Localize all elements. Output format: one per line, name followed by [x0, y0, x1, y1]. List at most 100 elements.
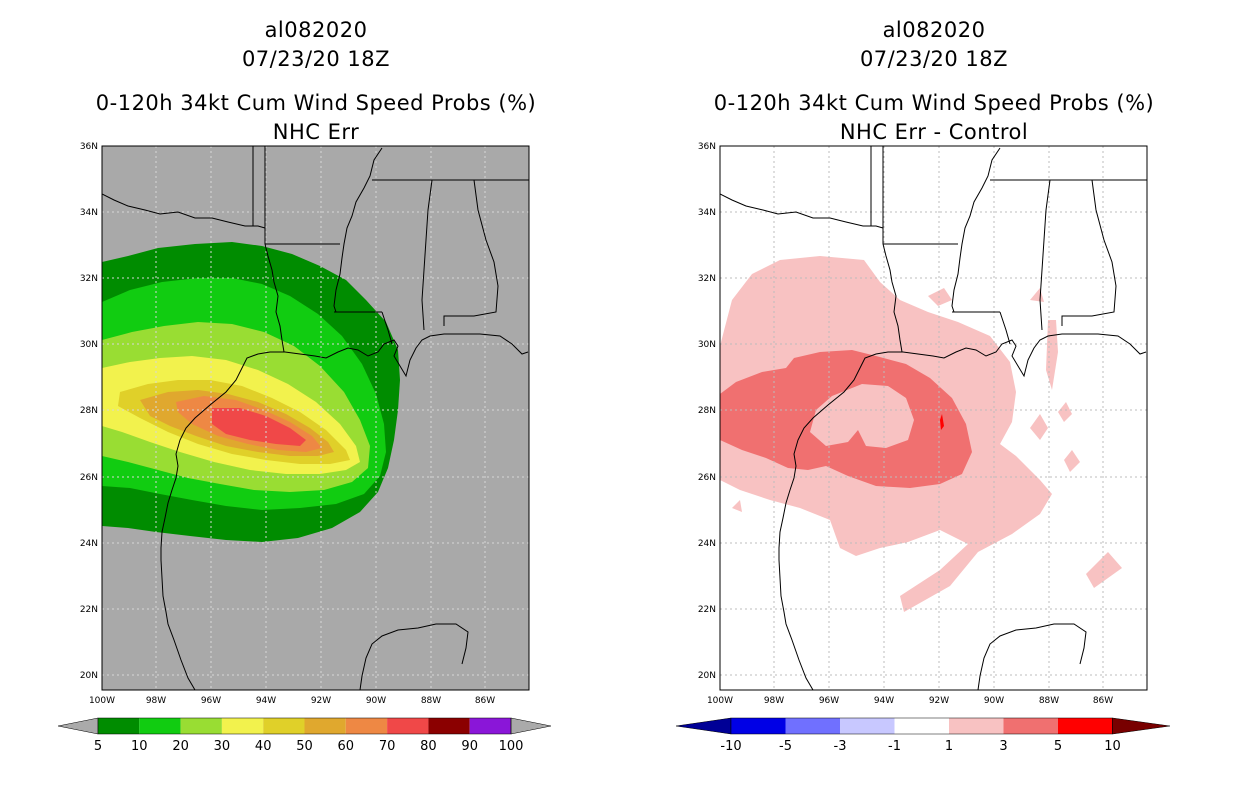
lat-label: 30N — [80, 340, 98, 350]
lon-label: 96W — [819, 696, 839, 706]
left-map-frame — [101, 145, 530, 691]
colorbar-label: 60 — [338, 739, 355, 754]
left-colorbar-low-end — [57, 717, 99, 735]
lat-label: 24N — [80, 539, 98, 549]
lon-label: 94W — [874, 696, 894, 706]
lat-label: 24N — [698, 539, 716, 549]
right-subtitle: NHC Err - Control — [839, 120, 1029, 144]
lon-label: 92W — [311, 696, 331, 706]
lat-label: 34N — [698, 208, 716, 218]
lon-label: 100W — [707, 696, 733, 706]
left-colorbar-bin — [469, 718, 511, 734]
colorbar-label: 1 — [945, 739, 953, 754]
right-colorbar-bin — [840, 718, 895, 734]
left-storm-id: al082020 — [264, 18, 368, 42]
lat-label: 36N — [80, 142, 98, 152]
lon-label: 88W — [421, 696, 441, 706]
colorbar-label: 50 — [296, 739, 313, 754]
left-colorbar-bin — [345, 718, 388, 734]
lat-label: 30N — [698, 340, 716, 350]
lat-label: 22N — [80, 605, 98, 615]
left-probability-field — [102, 242, 400, 542]
left-prob-70-contour — [212, 408, 306, 446]
colorbar-label: 40 — [255, 739, 272, 754]
right-diff-5-spot — [940, 414, 944, 430]
left-subtitle: NHC Err — [272, 120, 360, 144]
right-title: 0-120h 34kt Cum Wind Speed Probs (%) — [713, 91, 1155, 115]
left-colorbar-bin — [428, 718, 470, 734]
lat-label: 28N — [698, 406, 716, 416]
lon-label: 86W — [1093, 696, 1113, 706]
left-lat-labels: 36N 34N 32N 30N 28N 26N 24N 22N 20N — [80, 142, 98, 681]
left-colorbar: 5 10 20 30 40 50 60 70 80 90 100 — [57, 717, 552, 754]
colorbar-label: 10 — [131, 739, 148, 754]
lat-label: 22N — [698, 605, 716, 615]
left-colorbar-bin — [139, 718, 181, 734]
lat-label: 26N — [698, 473, 716, 483]
right-diff-1-blob-e — [1058, 402, 1072, 422]
left-colorbar-high-end — [510, 717, 552, 735]
colorbar-label: 90 — [461, 739, 478, 754]
right-diff-1-blob-d — [1030, 414, 1048, 440]
right-colorbar: -10 -5 -3 -1 1 3 5 10 — [675, 717, 1171, 754]
left-colorbar-bin — [98, 718, 140, 734]
left-colorbar-labels: 5 10 20 30 40 50 60 70 80 90 100 — [94, 739, 524, 754]
right-lon-labels: 100W 98W 96W 94W 92W 90W 88W 86W — [707, 696, 1113, 706]
left-colorbar-bin — [304, 718, 346, 734]
lon-label: 96W — [201, 696, 221, 706]
colorbar-label: 5 — [94, 739, 102, 754]
right-colorbar-high-end — [1112, 717, 1171, 735]
lon-label: 88W — [1039, 696, 1059, 706]
left-colorbar-bin — [387, 718, 429, 734]
lat-label: 28N — [80, 406, 98, 416]
left-colorbar-bin — [221, 718, 264, 734]
colorbar-label: 5 — [1054, 739, 1062, 754]
lon-label: 86W — [475, 696, 495, 706]
right-colorbar-low-end — [675, 717, 732, 735]
right-lat-labels: 36N 34N 32N 30N 28N 26N 24N 22N 20N — [698, 142, 716, 681]
right-diff-1-blob-g — [1086, 552, 1122, 588]
lat-label: 32N — [80, 274, 98, 284]
left-datetime: 07/23/20 18Z — [241, 47, 391, 71]
right-storm-id: al082020 — [882, 18, 986, 42]
right-colorbar-bin — [894, 718, 949, 734]
lon-label: 90W — [366, 696, 386, 706]
right-colorbar-bin — [949, 718, 1004, 734]
colorbar-label: 80 — [420, 739, 437, 754]
right-colorbar-bin — [1058, 718, 1113, 734]
left-lon-labels: 100W 98W 96W 94W 92W 90W 88W 86W — [89, 696, 495, 706]
right-diff-1-blob-h — [732, 500, 742, 512]
right-colorbar-labels: -10 -5 -3 -1 1 3 5 10 — [720, 739, 1120, 754]
right-map-frame — [719, 145, 1148, 691]
colorbar-label: -10 — [720, 739, 741, 754]
lon-label: 98W — [146, 696, 166, 706]
lat-label: 20N — [698, 671, 716, 681]
right-datetime: 07/23/20 18Z — [859, 47, 1009, 71]
colorbar-label: 10 — [1104, 739, 1121, 754]
right-diff-3-hole — [810, 384, 914, 448]
colorbar-label: -3 — [834, 739, 847, 754]
right-difference-field — [720, 256, 1122, 612]
lon-label: 98W — [764, 696, 784, 706]
colorbar-label: 30 — [214, 739, 231, 754]
lon-label: 94W — [256, 696, 276, 706]
lat-label: 34N — [80, 208, 98, 218]
right-diff-1-blob-f — [1064, 450, 1080, 472]
lat-label: 36N — [698, 142, 716, 152]
left-colorbar-bin — [180, 718, 222, 734]
left-colorbar-bin — [263, 718, 305, 734]
lon-label: 100W — [89, 696, 115, 706]
colorbar-label: 100 — [499, 739, 524, 754]
left-title: 0-120h 34kt Cum Wind Speed Probs (%) — [95, 91, 537, 115]
left-map: 36N 34N 32N 30N 28N 26N 24N 22N 20N 100W… — [80, 142, 530, 706]
lat-label: 32N — [698, 274, 716, 284]
colorbar-label: 20 — [172, 739, 189, 754]
colorbar-label: 3 — [999, 739, 1007, 754]
lat-label: 26N — [80, 473, 98, 483]
lon-label: 90W — [984, 696, 1004, 706]
right-map: 36N 34N 32N 30N 28N 26N 24N 22N 20N 100W… — [698, 142, 1148, 706]
lon-label: 92W — [929, 696, 949, 706]
colorbar-label: -5 — [779, 739, 792, 754]
right-colorbar-bin — [1003, 718, 1058, 734]
right-colorbar-bin — [731, 718, 786, 734]
